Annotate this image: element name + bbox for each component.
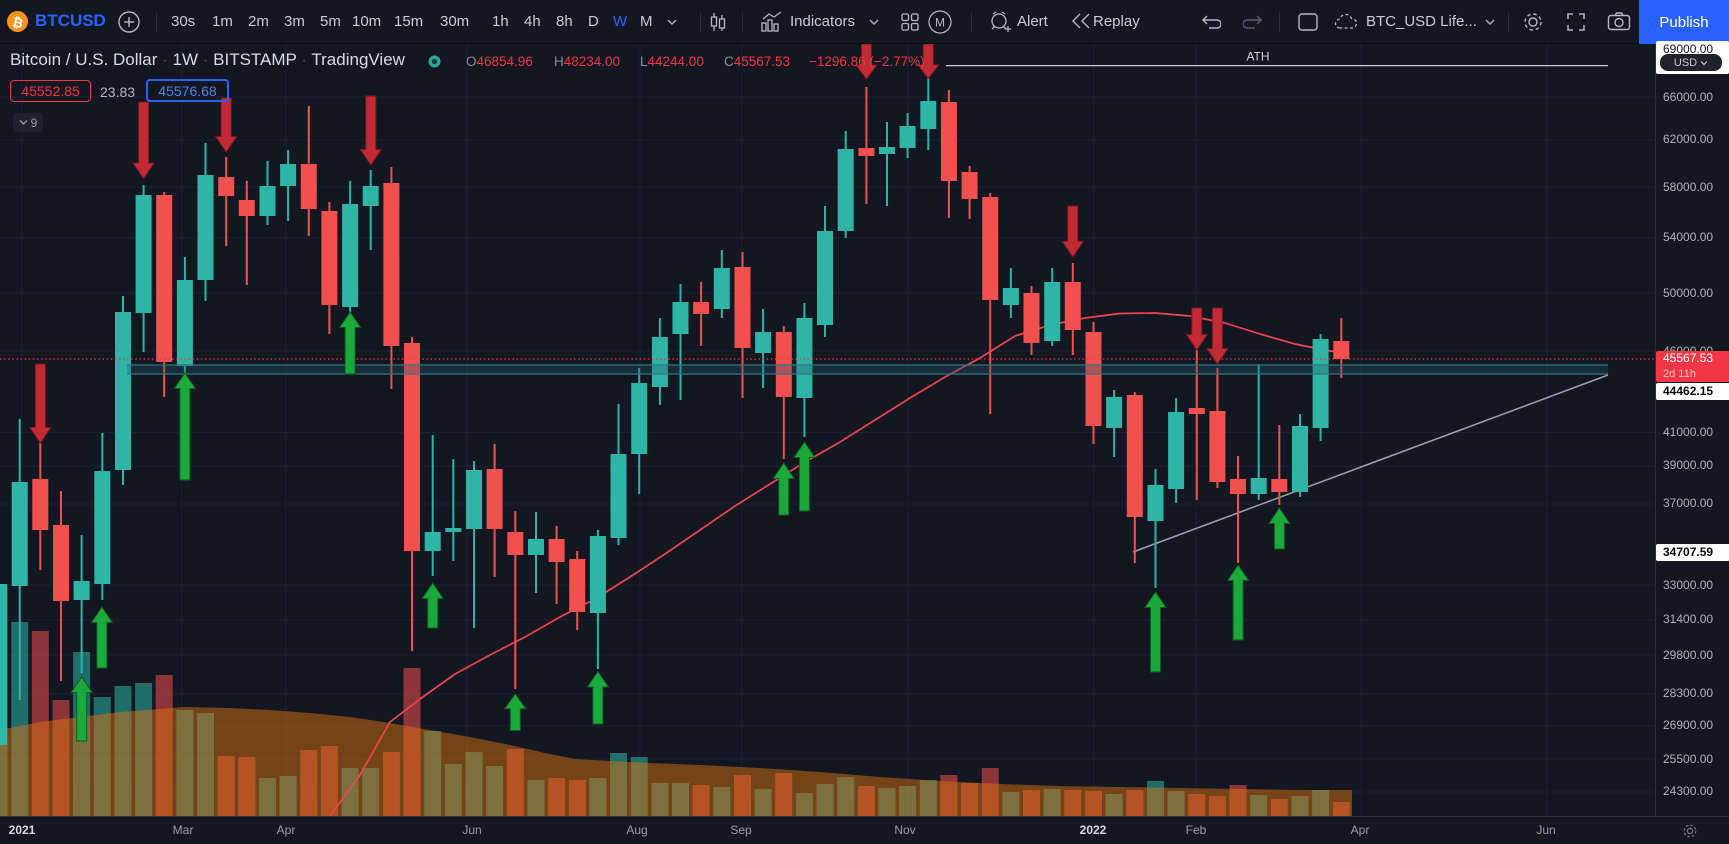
svg-text:₿: ₿ bbox=[11, 14, 24, 31]
svg-text:ATH: ATH bbox=[1246, 50, 1269, 64]
svg-text:M: M bbox=[935, 16, 945, 30]
